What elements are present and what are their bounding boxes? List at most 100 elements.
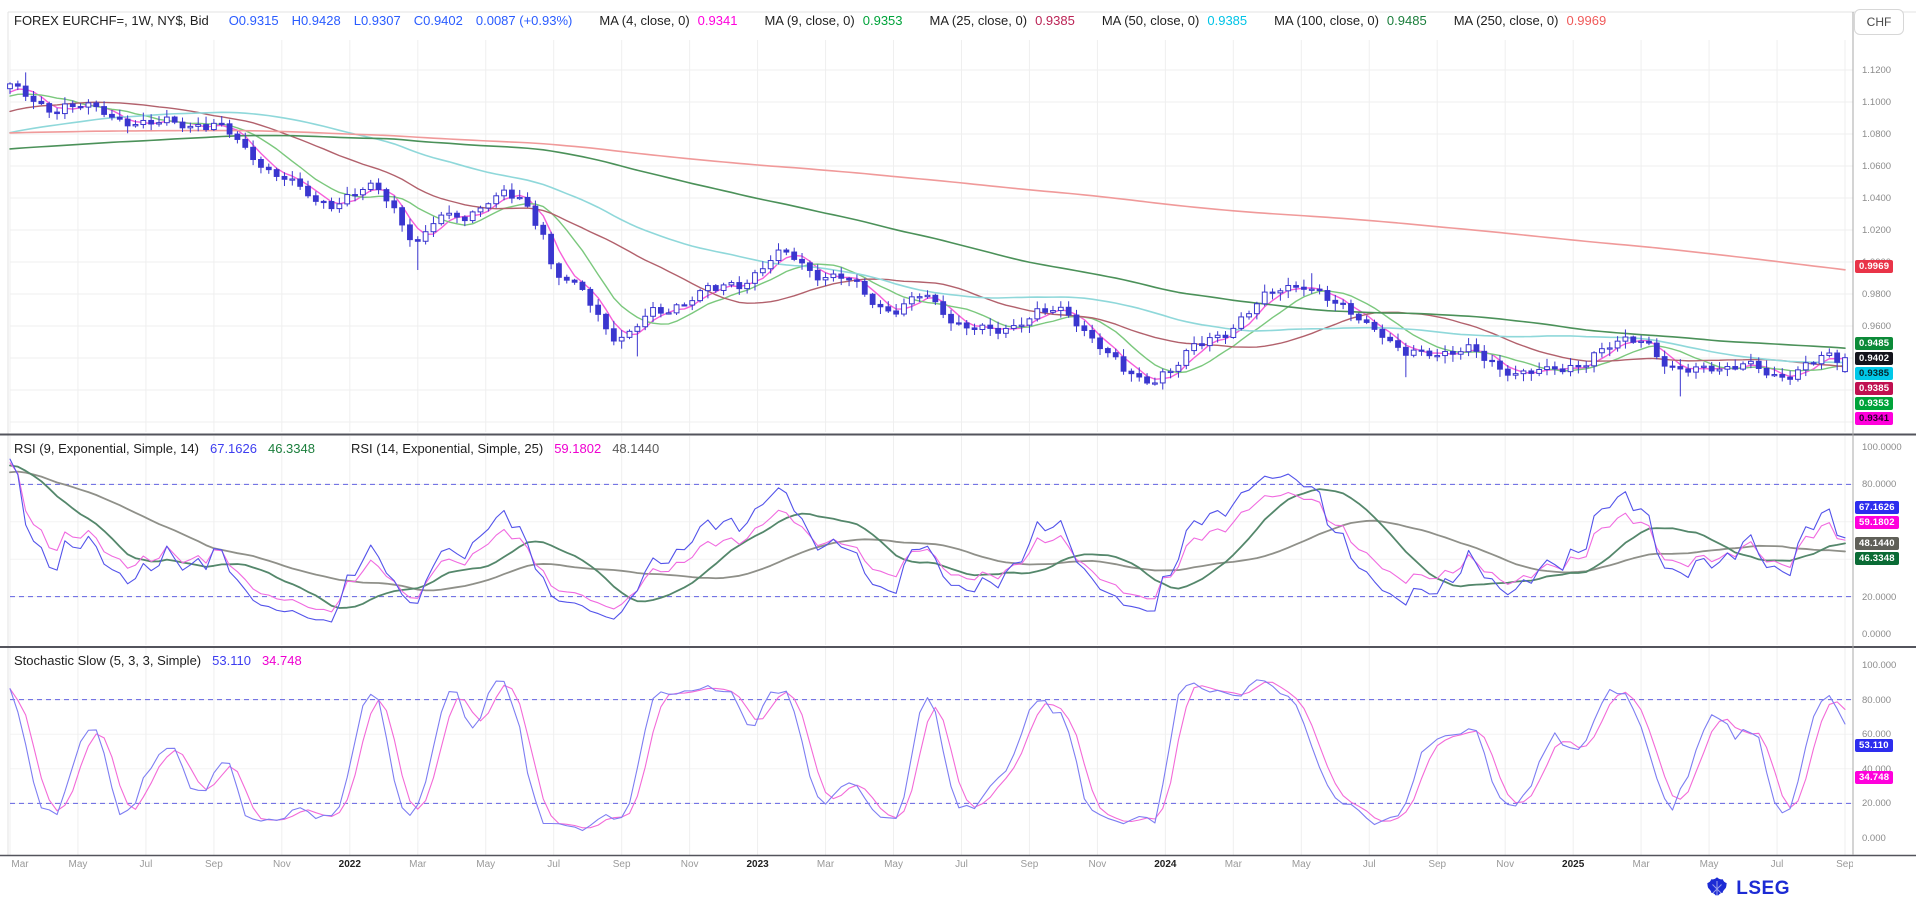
quote-value: H0.9428 <box>291 13 341 28</box>
time-axis-label: 2025 <box>1562 859 1585 870</box>
ma-label: MA (4, close, 0) <box>599 13 690 28</box>
time-axis-label: Nov <box>1496 859 1515 870</box>
time-axis-label: Jul <box>139 859 153 870</box>
axis-value-badge: 0.9969 <box>1855 259 1894 273</box>
ma-value: 0.9353 <box>862 13 903 28</box>
rsi-value-2: 59.1802 <box>554 441 602 456</box>
ma-legend-item[interactable]: MA (100, close, 0) 0.9485 <box>1274 13 1427 28</box>
time-axis-label: Mar <box>409 859 427 870</box>
axis-tick-label: 0.9600 <box>1862 321 1892 332</box>
lseg-wordmark: LSEG <box>1736 878 1790 899</box>
time-axis-label: 2023 <box>746 859 769 870</box>
rsi-panel-header: RSI (9, Exponential, Simple, 14) 67.1626… <box>14 441 659 456</box>
price-axis[interactable]: 1.12001.10001.08001.06001.04001.02001.00… <box>1853 0 1916 905</box>
quote-value: 0.0087 (+0.93%) <box>475 13 573 28</box>
time-axis-label: May <box>1291 859 1311 870</box>
rsi-title-1[interactable]: RSI (9, Exponential, Simple, 14) <box>14 441 199 456</box>
ma-value: 0.9385 <box>1035 13 1075 28</box>
axis-tick-label: 20.0000 <box>1862 591 1897 603</box>
axis-tick-label: 100.0000 <box>1862 442 1902 453</box>
ma-value: 0.9485 <box>1386 13 1427 28</box>
time-axis-label: Jul <box>955 859 968 870</box>
axis-tick-label: 1.1000 <box>1862 97 1892 108</box>
time-axis-label: 2022 <box>338 859 361 870</box>
time-axis-label: May <box>68 859 88 870</box>
time-axis-label: Mar <box>1632 859 1650 870</box>
ma-label: MA (25, close, 0) <box>929 13 1028 28</box>
lseg-crest-icon <box>1707 877 1727 897</box>
ma-label: MA (250, close, 0) <box>1453 13 1559 28</box>
rsi-ma-value-2: 48.1440 <box>612 441 660 456</box>
axis-tick-label: 60.000 <box>1862 729 1892 741</box>
lseg-logo: LSEG <box>1704 876 1790 902</box>
time-axis-label: Nov <box>272 859 291 870</box>
quote-value: C0.9402 <box>413 13 463 28</box>
axis-tick-label: 1.0200 <box>1862 225 1892 236</box>
time-axis-label: Sep <box>1428 859 1447 870</box>
time-axis-label: May <box>476 859 496 870</box>
axis-value-badge: 46.3348 <box>1855 551 1899 565</box>
ma-legend-item[interactable]: MA (9, close, 0) 0.9353 <box>764 13 902 28</box>
rsi-value-1: 67.1626 <box>209 441 257 456</box>
axis-tick-label: 1.0800 <box>1862 129 1892 140</box>
axis-tick-label: 80.0000 <box>1862 479 1897 491</box>
stochastic-k-value: 53.110 <box>212 653 251 668</box>
quote-value: O0.9315 <box>228 13 279 28</box>
stochastic-d-value: 34.748 <box>261 653 302 668</box>
time-axis-label: Sep <box>612 859 631 870</box>
time-axis-label: Nov <box>680 859 699 870</box>
axis-value-badge: 0.9385 <box>1855 382 1894 396</box>
ma-label: MA (100, close, 0) <box>1274 13 1379 28</box>
axis-value-badge: 0.9402 <box>1855 352 1894 366</box>
stochastic-title[interactable]: Stochastic Slow (5, 3, 3, Simple) <box>14 653 202 668</box>
ma-value: 0.9385 <box>1207 13 1248 28</box>
axis-tick-label: 0.0000 <box>1862 629 1892 640</box>
instrument-label[interactable]: FOREX EURCHF=, 1W, NY$, Bid <box>14 13 209 28</box>
time-axis-label: Jul <box>1770 859 1784 870</box>
currency-button[interactable]: CHF <box>1854 9 1904 35</box>
time-axis-label: Sep <box>204 859 223 870</box>
axis-tick-label: 1.0600 <box>1862 161 1892 172</box>
axis-value-badge: 53.110 <box>1855 739 1893 753</box>
ma-label: MA (50, close, 0) <box>1101 13 1200 28</box>
axis-value-badge: 67.1626 <box>1855 501 1899 515</box>
axis-value-badge: 0.9385 <box>1855 367 1894 381</box>
time-axis[interactable]: Mar May Jul Sep Nov 2022 Mar May Jul Sep Nov 2023 Ma… <box>0 857 1853 877</box>
time-axis-label: Mar <box>1224 859 1242 870</box>
time-axis-label: Sep <box>1020 859 1039 870</box>
axis-tick-label: 100.000 <box>1862 660 1897 671</box>
ma-legend-item[interactable]: MA (4, close, 0) 0.9341 <box>599 13 737 28</box>
time-axis-label: Mar <box>11 859 29 870</box>
axis-tick-label: 20.000 <box>1862 798 1892 810</box>
time-axis-label: Mar <box>816 859 835 870</box>
rsi-title-2[interactable]: RSI (14, Exponential, Simple, 25) <box>350 441 544 456</box>
axis-value-badge: 34.748 <box>1855 770 1894 784</box>
axis-tick-label: 1.1200 <box>1862 65 1892 76</box>
time-axis-label: Sep <box>1836 859 1853 870</box>
ma-value: 0.9341 <box>697 13 738 28</box>
ohlc-quote: O0.9315 H0.9428 L0.9307 C0.9402 0.0087 (+0.9… <box>209 13 573 28</box>
axis-value-badge: 0.9485 <box>1855 337 1894 351</box>
ma-legend-item[interactable]: MA (250, close, 0) 0.9969 <box>1454 13 1607 28</box>
axis-value-badge: 59.1802 <box>1855 516 1899 530</box>
ma-value: 0.9969 <box>1566 13 1607 28</box>
ma-legend: MA (4, close, 0) 0.9341 MA (9, close, 0) 0.… <box>572 13 1606 28</box>
ma-label: MA (9, close, 0) <box>764 13 855 28</box>
time-axis-label: 2024 <box>1154 859 1177 870</box>
time-axis-label: Jul <box>1362 859 1376 870</box>
time-axis-label: Nov <box>1088 859 1107 870</box>
axis-tick-label: 0.000 <box>1862 833 1886 844</box>
axis-value-badge: 48.1440 <box>1855 536 1899 550</box>
stochastic-panel-header: Stochastic Slow (5, 3, 3, Simple) 53.110… <box>14 653 302 668</box>
axis-tick-label: 40.000 <box>1862 763 1892 775</box>
ma-legend-item[interactable]: MA (25, close, 0) 0.9385 <box>930 13 1075 28</box>
axis-tick-label: 1.0400 <box>1862 193 1892 204</box>
ma-legend-item[interactable]: MA (50, close, 0) 0.9385 <box>1102 13 1247 28</box>
time-axis-label: May <box>1699 859 1719 870</box>
time-axis-label: May <box>884 859 903 870</box>
time-axis-label: Jul <box>547 859 561 870</box>
axis-value-badge: 0.9341 <box>1855 412 1894 426</box>
rsi-ma-value-1: 46.3348 <box>267 441 315 456</box>
